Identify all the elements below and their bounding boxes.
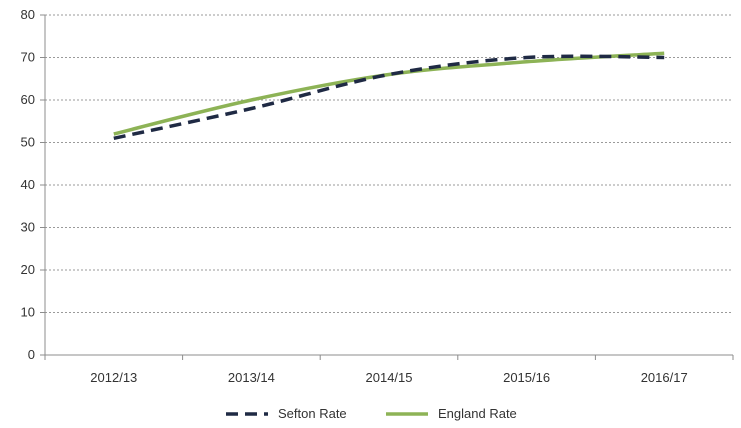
sefton-rate-legend-label: Sefton Rate xyxy=(278,406,347,421)
y-axis-ticks: 0 10 20 30 40 50 60 70 80 xyxy=(21,7,45,362)
england-rate-legend-label: England Rate xyxy=(438,406,517,421)
x-tick-label: 2014/15 xyxy=(366,370,413,385)
y-tick-label: 20 xyxy=(21,262,35,277)
x-tick-label: 2012/13 xyxy=(90,370,137,385)
y-tick-label: 40 xyxy=(21,177,35,192)
y-tick-label: 10 xyxy=(21,305,35,320)
legend: Sefton Rate England Rate xyxy=(226,406,517,421)
series-lines xyxy=(113,51,665,141)
x-tick-label: 2013/14 xyxy=(228,370,275,385)
x-tick-label: 2016/17 xyxy=(641,370,688,385)
y-tick-label: 70 xyxy=(21,50,35,65)
x-axis-ticks: 2012/13 2013/14 2014/15 2015/16 2016/17 xyxy=(44,355,734,385)
y-tick-label: 60 xyxy=(21,92,35,107)
y-tick-label: 0 xyxy=(28,347,35,362)
x-tick-label: 2015/16 xyxy=(503,370,550,385)
y-tick-label: 80 xyxy=(21,7,35,22)
sefton-rate-line xyxy=(113,54,665,141)
england-rate-line xyxy=(113,51,665,136)
gridlines xyxy=(45,14,733,313)
y-tick-label: 50 xyxy=(21,135,35,150)
y-tick-label: 30 xyxy=(21,220,35,235)
